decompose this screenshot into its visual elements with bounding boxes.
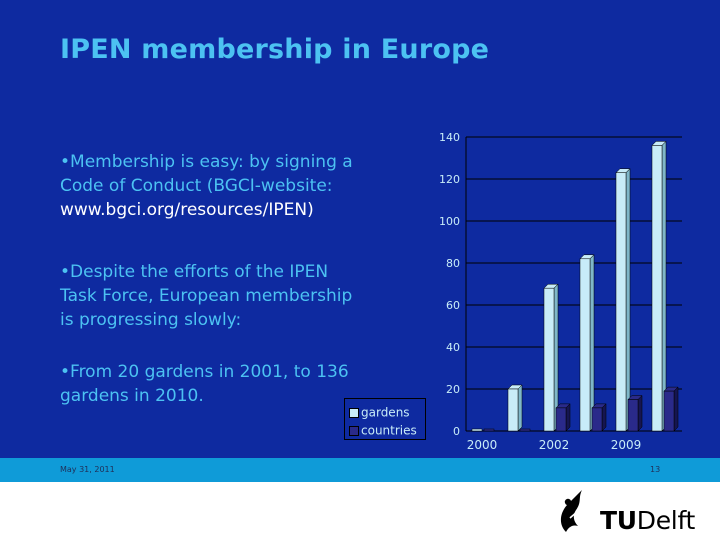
bar-gardens xyxy=(579,258,591,432)
bullet-membership-text: •Membership is easy: by signing a Code o… xyxy=(60,152,353,196)
bar-side-countries xyxy=(637,394,643,432)
bar-countries xyxy=(555,407,567,432)
bullet-progress: •Despite the efforts of the IPEN Task Fo… xyxy=(60,262,353,330)
slide-title: IPEN membership in Europe xyxy=(60,34,490,65)
bar-side-gardens xyxy=(625,168,631,432)
bar-side-countries xyxy=(601,403,607,432)
legend-label-countries: countries xyxy=(361,423,417,438)
y-tick-label: 120 xyxy=(439,173,460,186)
y-tick-label: 40 xyxy=(446,341,460,354)
bar-gardens xyxy=(615,172,627,432)
x-tick-label: 2009 xyxy=(611,438,642,452)
bar-countries xyxy=(519,428,531,432)
legend-item-countries: countries xyxy=(349,420,417,438)
legend-item-gardens: gardens xyxy=(349,402,410,420)
bar-countries xyxy=(627,399,639,432)
footer-band xyxy=(0,458,720,482)
bullet-membership-close: ) xyxy=(307,200,314,220)
footer-date: May 31, 2011 xyxy=(60,465,115,474)
bar-side-countries xyxy=(673,386,679,432)
legend-swatch-countries xyxy=(349,425,359,436)
bar-countries xyxy=(591,407,603,432)
y-tick-label: 80 xyxy=(446,257,460,270)
y-tick-label: 60 xyxy=(446,299,460,312)
bar-gardens xyxy=(543,287,555,432)
bar-side-gardens xyxy=(589,254,595,432)
membership-bar-chart: 0 20 40 60 80 100 120 140 2000 2002 2009 xyxy=(439,131,682,452)
bar-gardens xyxy=(507,388,519,432)
tu-delft-flame-icon xyxy=(560,490,582,532)
tu-delft-logo-text: TUDelft xyxy=(600,506,695,535)
bar-gardens xyxy=(651,145,663,432)
logo-delft: Delft xyxy=(636,506,696,535)
bar-side-gardens xyxy=(517,384,523,432)
chart-legend: gardens countries xyxy=(344,398,426,440)
page-number: 13 xyxy=(650,465,661,474)
bar-side-countries xyxy=(565,403,571,432)
y-tick-label: 20 xyxy=(446,383,460,396)
y-tick-label: 140 xyxy=(439,131,460,144)
x-tick-label: 2000 xyxy=(467,438,498,452)
bar-countries xyxy=(483,428,495,432)
bullet-membership: •Membership is easy: by signing a Code o… xyxy=(60,150,380,222)
logo-tu: TU xyxy=(600,506,637,535)
y-tick-label: 100 xyxy=(439,215,460,228)
y-tick-label: 0 xyxy=(453,425,460,438)
legend-label-gardens: gardens xyxy=(361,405,410,420)
bar-gardens xyxy=(471,428,483,432)
plot-area xyxy=(466,137,682,431)
legend-swatch-gardens xyxy=(349,407,359,418)
bgci-url-link[interactable]: www.bgci.org/resources/IPEN xyxy=(60,200,308,220)
bar-side-gardens xyxy=(661,140,667,432)
x-tick-label: 2002 xyxy=(539,438,570,452)
bullet-growth: •From 20 gardens in 2001, to 136 gardens… xyxy=(60,362,349,406)
bar-countries xyxy=(663,390,675,432)
